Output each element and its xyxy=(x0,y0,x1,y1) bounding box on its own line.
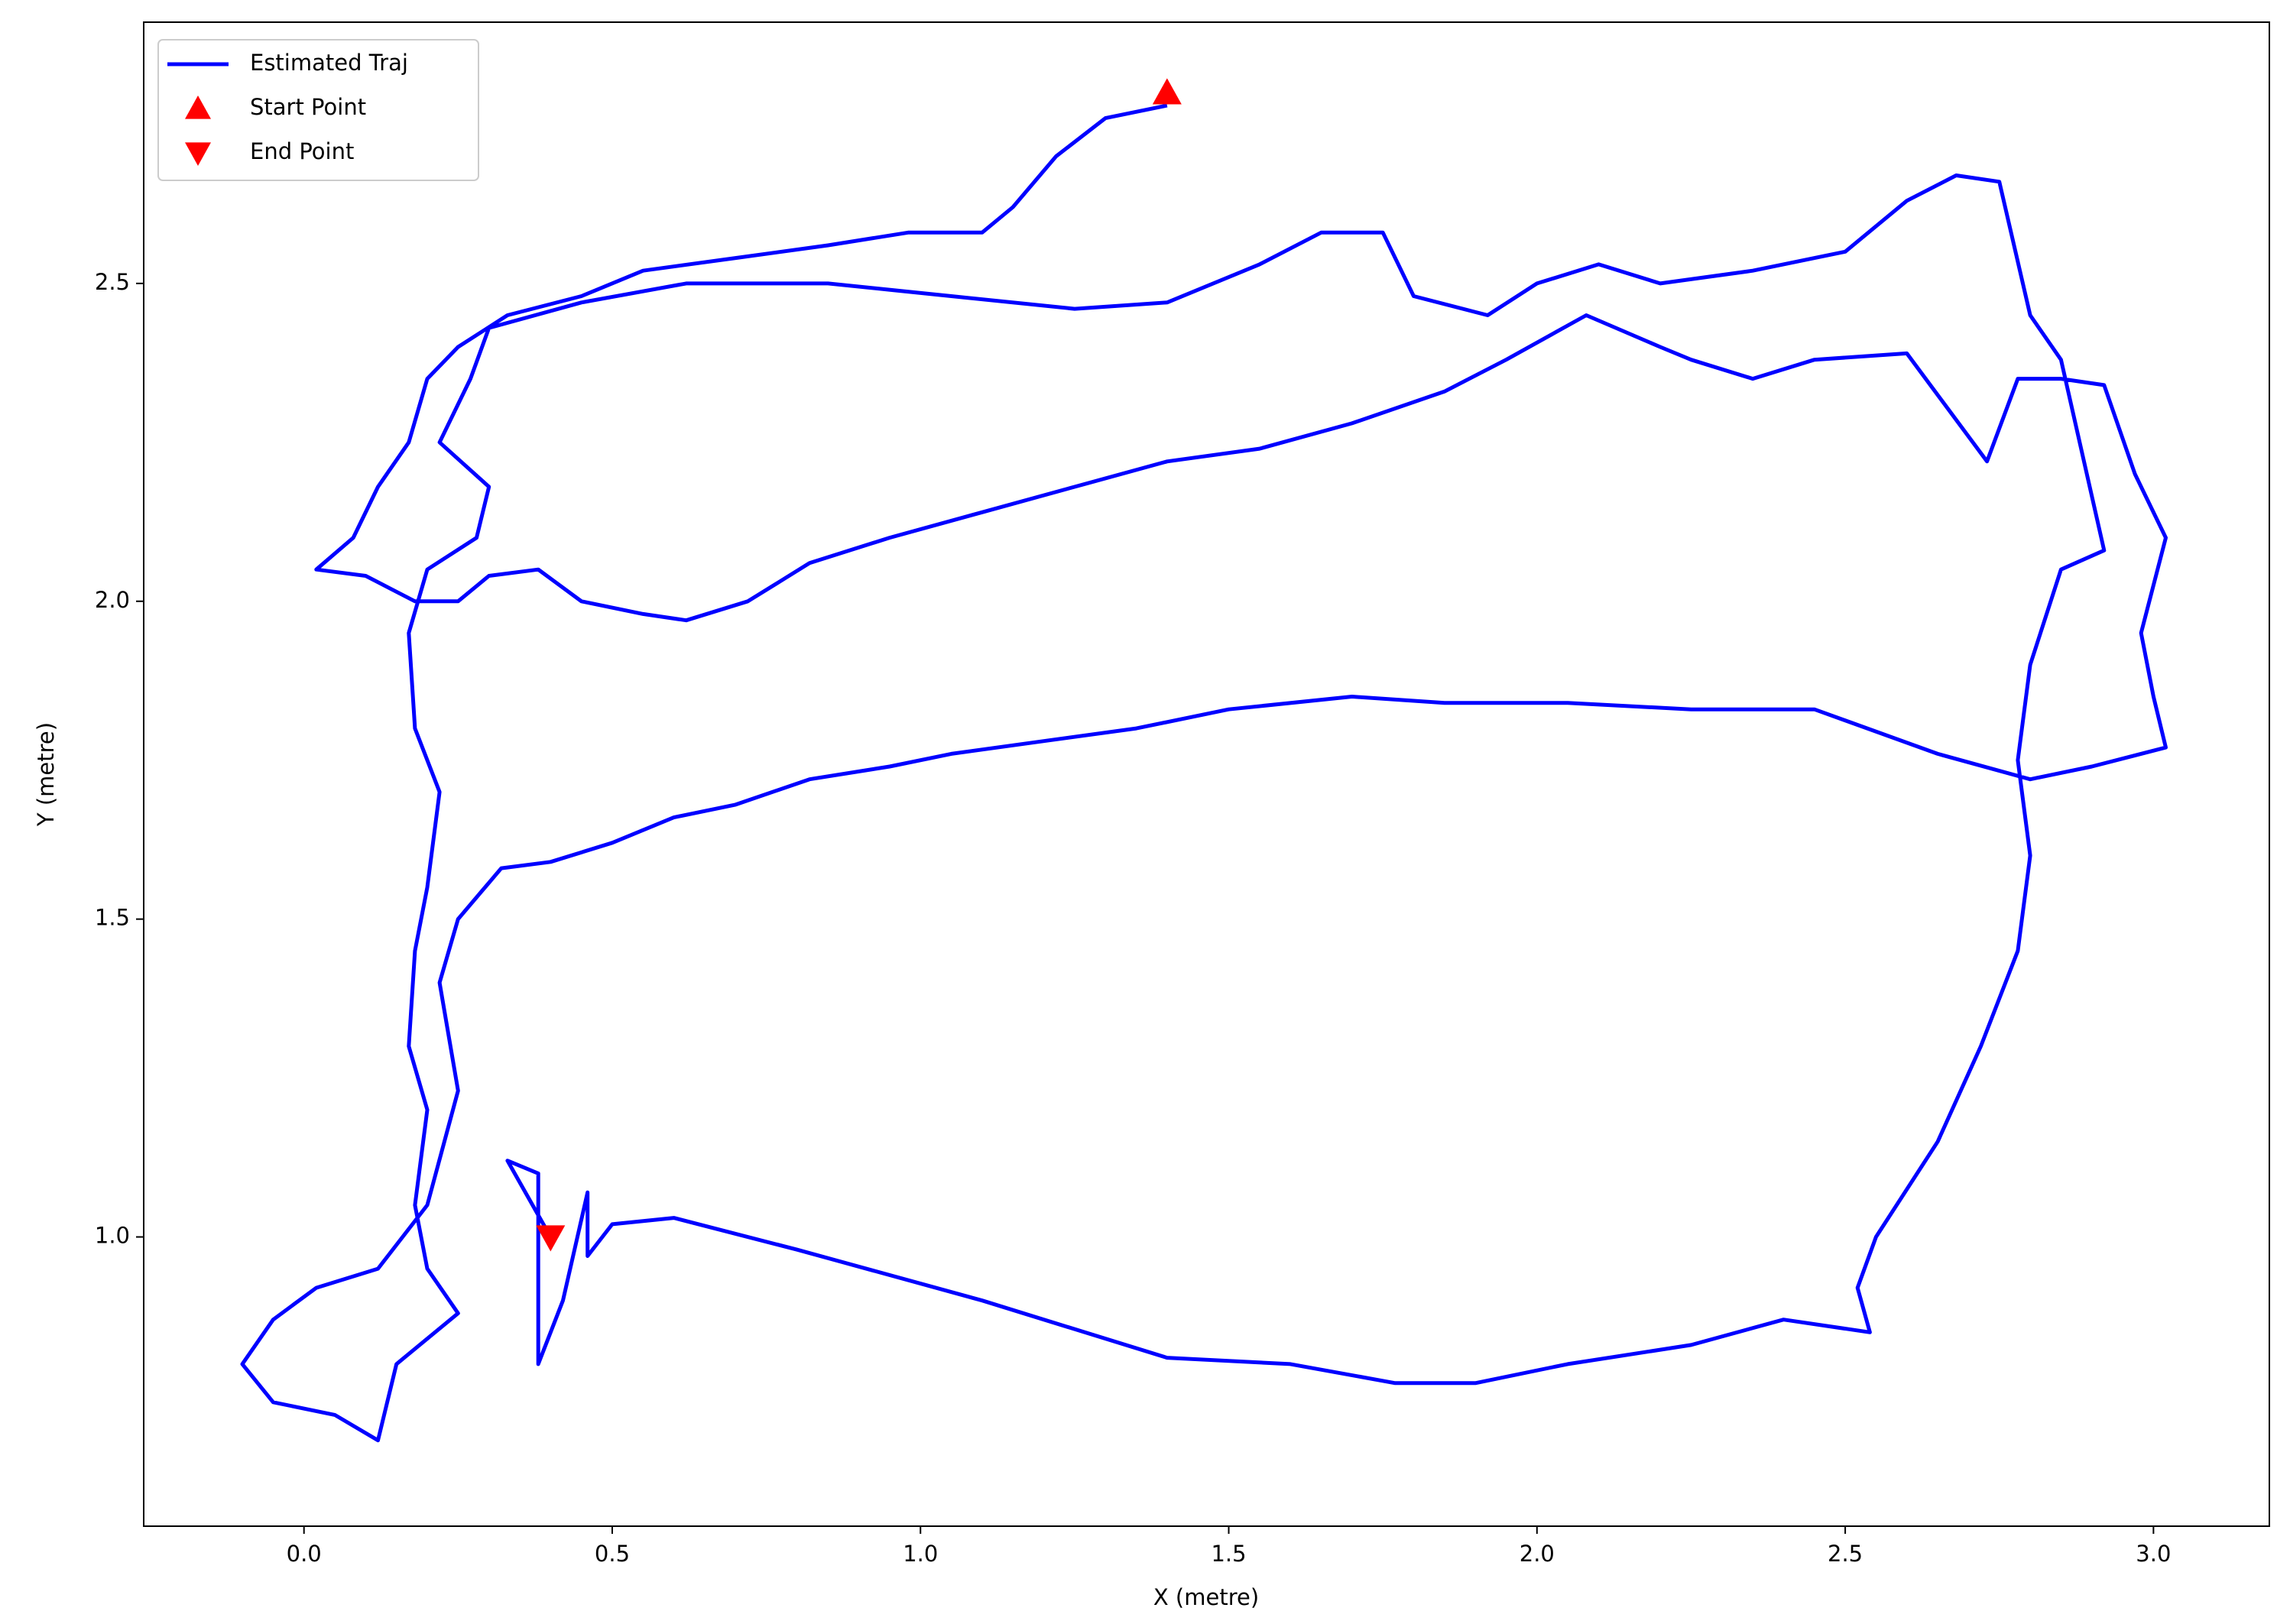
x-tick-label: 3.0 xyxy=(2136,1541,2171,1567)
legend-label: End Point xyxy=(250,138,354,164)
legend-key xyxy=(185,142,211,166)
point-marker xyxy=(536,1225,566,1252)
legend-box xyxy=(157,39,479,181)
y-axis-label: Y (metre) xyxy=(33,722,59,827)
x-tick-label: 2.5 xyxy=(1828,1541,1863,1567)
plot-frame xyxy=(143,21,2270,1527)
point-marker xyxy=(1152,78,1182,105)
legend-key xyxy=(185,96,211,119)
x-tick-label: 1.0 xyxy=(903,1541,938,1567)
legend-label: Start Point xyxy=(250,94,366,120)
y-tick-label: 1.5 xyxy=(95,905,130,931)
x-tick-label: 0.0 xyxy=(287,1541,322,1567)
x-axis-label: X (metre) xyxy=(1153,1584,1259,1610)
legend: Estimated Traj Start Point End Point xyxy=(157,39,479,181)
trajectory-line xyxy=(240,103,2168,1443)
x-tick-label: 0.5 xyxy=(595,1541,630,1567)
y-tick-label: 2.5 xyxy=(95,269,130,295)
x-tick-label: 1.5 xyxy=(1211,1541,1246,1567)
x-tick-label: 2.0 xyxy=(1520,1541,1555,1567)
y-tick-label: 2.0 xyxy=(95,587,130,613)
y-tick-label: 1.0 xyxy=(95,1223,130,1249)
legend-label: Estimated Traj xyxy=(250,50,408,76)
